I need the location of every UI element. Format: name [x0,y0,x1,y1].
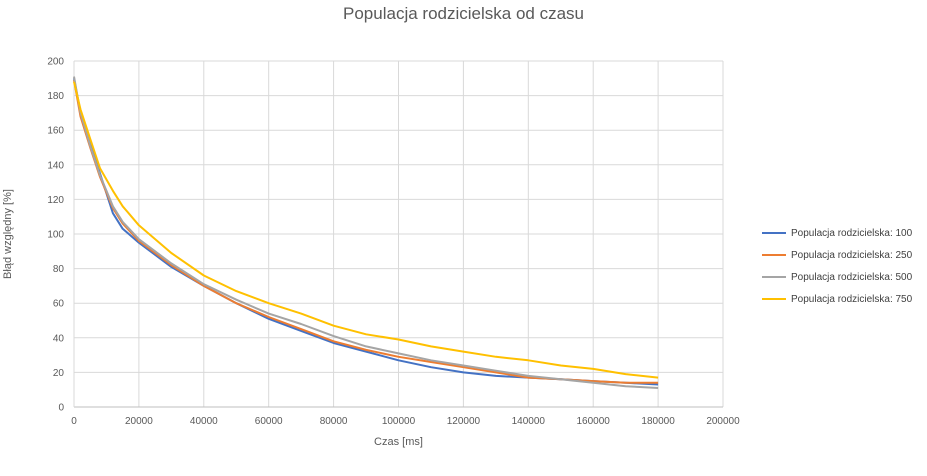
y-tick-label: 100 [47,230,64,241]
y-tick-label: 20 [53,368,65,379]
legend-label: Populacja rodzicielska: 100 [791,227,913,239]
series-lines [73,76,659,389]
y-tick-label: 180 [47,91,64,102]
x-tick-label: 160000 [577,416,611,427]
y-tick-label: 120 [47,195,64,206]
legend-item: Populacja rodzicielska: 500 [762,266,912,288]
legend-swatch [762,254,786,256]
legend-swatch [762,298,786,300]
tick-labels: 0 20 40 60 80 100 120 140 160 180 200 0 20000 40000 60… [47,57,740,428]
x-tick-label: 100000 [382,416,416,427]
x-tick-label: 60000 [255,416,283,427]
y-tick-label: 40 [53,333,65,344]
y-tick-label: 160 [47,126,64,137]
y-tick-label: 80 [53,264,65,275]
chart-title: Populacja rodzicielska od czasu [343,4,584,23]
x-tick-label: 0 [71,416,77,427]
x-tick-label: 180000 [641,416,675,427]
legend-swatch [762,232,786,234]
x-tick-label: 120000 [447,416,481,427]
legend-label: Populacja rodzicielska: 500 [791,271,913,283]
legend-item: Populacja rodzicielska: 100 [762,222,912,244]
legend-item: Populacja rodzicielska: 250 [762,244,912,266]
legend: Populacja rodzicielska: 100 Populacja ro… [762,222,912,310]
legend-label: Populacja rodzicielska: 250 [791,249,913,261]
grid-lines [74,60,724,407]
y-tick-label: 60 [53,299,65,310]
x-tick-label: 40000 [190,416,218,427]
series-line [73,78,659,386]
x-tick-label: 200000 [706,416,740,427]
series-line [73,76,659,389]
x-tick-label: 140000 [512,416,546,427]
legend-item: Populacja rodzicielska: 750 [762,288,912,310]
x-tick-label: 20000 [125,416,153,427]
legend-swatch [762,276,786,278]
x-axis-label: Czas [ms] [374,436,423,448]
series-line [73,81,659,379]
y-tick-label: 0 [58,403,64,414]
axes [73,61,723,408]
y-tick-label: 200 [47,57,64,68]
legend-label: Populacja rodzicielska: 750 [791,293,913,305]
x-tick-label: 80000 [320,416,348,427]
y-tick-label: 140 [47,160,64,171]
